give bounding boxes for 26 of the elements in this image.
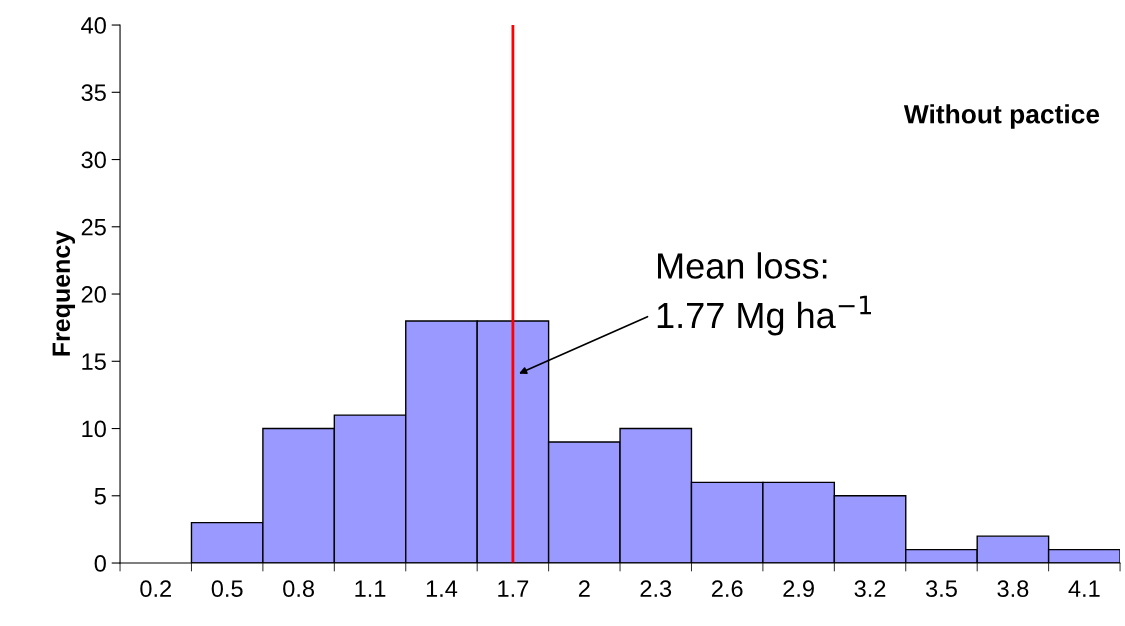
x-tick-label: 3.8: [997, 580, 1029, 598]
x-tick-label: 2.9: [783, 580, 814, 598]
x-tick-label: 2: [578, 580, 590, 597]
x-tick-label: 1.7: [498, 580, 529, 597]
annotation: Without pactice: [903, 104, 1100, 129]
x-tick-label: 2.6: [711, 580, 743, 598]
x-tick-label: 1.4: [426, 580, 458, 597]
x-tick-label: 0.2: [140, 580, 171, 598]
y-tick-label: 40: [81, 17, 106, 34]
y-tick-label: 35: [81, 84, 106, 102]
y-tick-label: 15: [82, 353, 106, 371]
y-tick-label: 5: [94, 488, 106, 505]
x-tick-label: 3.5: [925, 580, 957, 598]
annotation: Mean loss: 1.77 Mg ha$^{−1}$: [657, 252, 871, 336]
y-axis-title: Frequency: [52, 230, 76, 356]
y-tick-label: 10: [82, 420, 106, 438]
x-tick-label: 0.5: [211, 580, 243, 598]
y-tick-label: 25: [81, 218, 106, 236]
x-tick-label: 4.1: [1068, 580, 1100, 597]
y-tick-label: 30: [81, 151, 106, 169]
x-tick-label: 3.2: [854, 580, 886, 598]
y-tick-label: 0: [94, 555, 106, 572]
x-tick-label: 1.1: [355, 580, 386, 597]
x-tick-label: 0.8: [283, 580, 314, 598]
x-tick-label: 2.3: [640, 580, 672, 598]
y-tick-label: 20: [81, 286, 106, 303]
